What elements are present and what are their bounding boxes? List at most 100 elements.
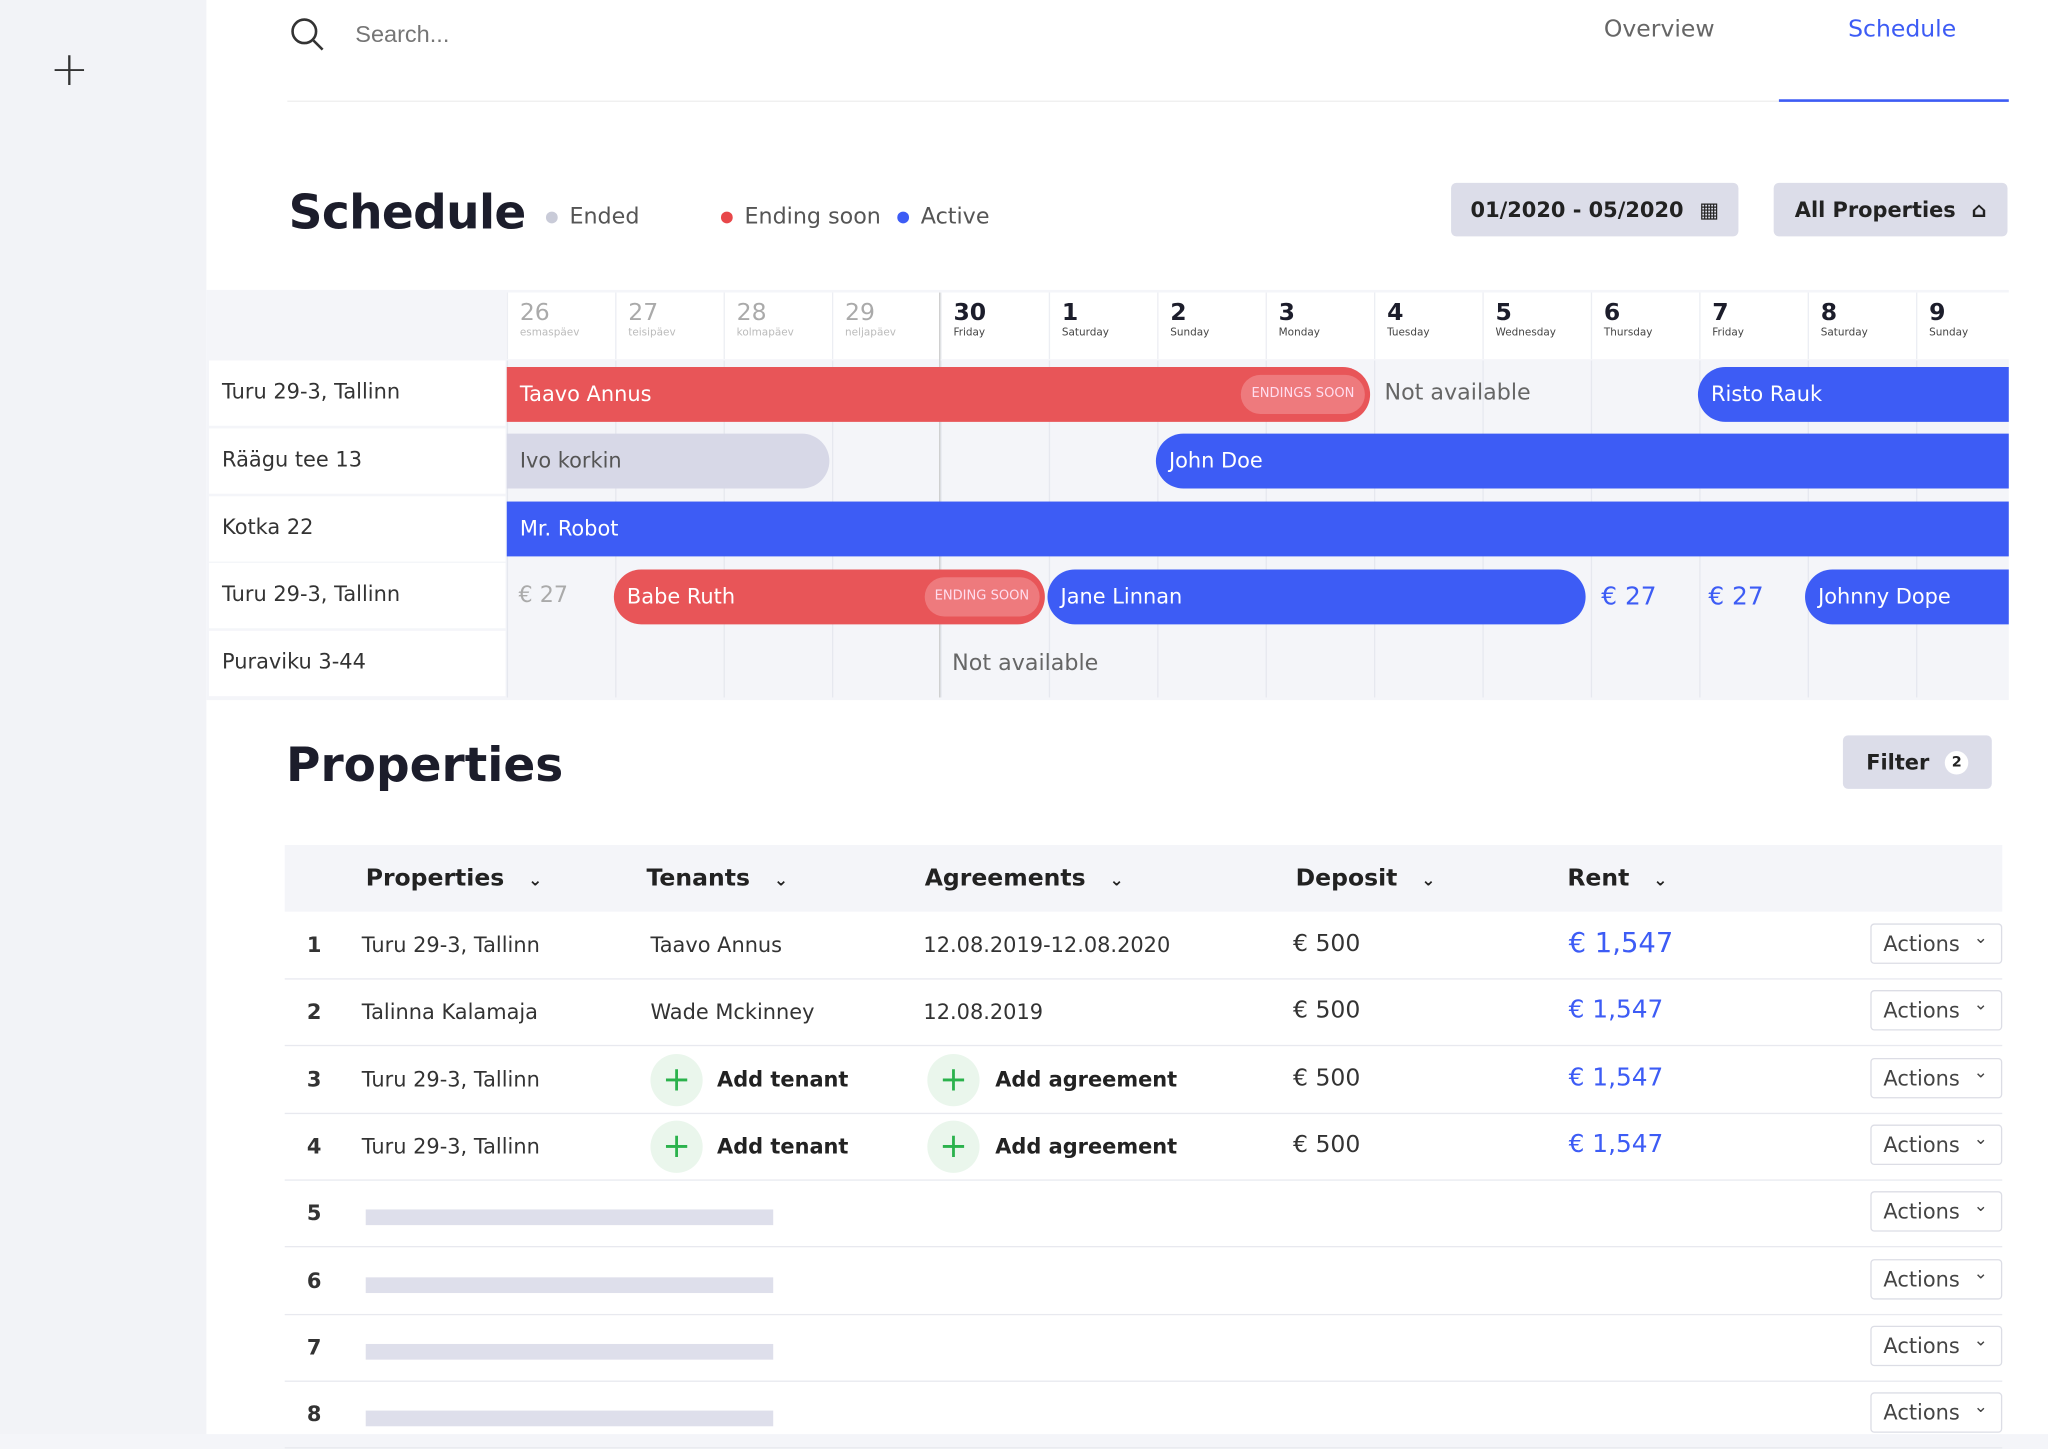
today-line [939, 292, 941, 698]
filter-button[interactable]: Filter 2 [1842, 735, 1992, 789]
booking-bar[interactable]: Ivo korkin [506, 433, 830, 489]
table-row: 8 Actions ⌄ [284, 1382, 2003, 1449]
booking-bar[interactable]: Jane Linnan [1047, 569, 1586, 625]
add-agreement-icon[interactable]: + [927, 1053, 980, 1106]
actions-dropdown[interactable]: Actions ⌄ [1870, 1191, 2003, 1232]
property-cell[interactable]: Turu 29-3, Tallinn [361, 1133, 540, 1159]
add-agreement-button[interactable]: Add agreement [995, 1066, 1178, 1092]
property-cell[interactable]: Talinna Kalamaja [361, 999, 538, 1025]
day-number: 3 [1278, 299, 1296, 327]
actions-dropdown[interactable]: Actions ⌄ [1870, 1124, 2003, 1165]
day-number: 27 [628, 299, 659, 327]
property-cell[interactable]: Turu 29-3, Tallinn [361, 1066, 540, 1092]
weekday: Sunday [1170, 326, 1210, 339]
row-label: Räägu tee 13 [208, 428, 506, 494]
weekday: Monday [1278, 326, 1320, 339]
page-title: Schedule [288, 186, 527, 241]
rent-cell[interactable]: € 1,547 [1568, 1062, 1664, 1092]
sidebar [0, 0, 207, 1435]
day-header: 9 Sunday [1916, 292, 2025, 360]
row-number: 7 [306, 1334, 322, 1360]
column-header[interactable]: Properties ⌄ [365, 864, 543, 893]
not-available-text: Not available [952, 650, 1099, 677]
add-agreement-button[interactable]: Add agreement [995, 1133, 1178, 1159]
chevron-down-icon: ⌄ [1973, 1196, 1988, 1217]
row-label: Kotka 22 [208, 496, 506, 562]
price-text[interactable]: € 27 [1601, 582, 1657, 612]
booking-bar[interactable]: Taavo Annus ENDINGS SOON [506, 367, 1371, 422]
rent-cell[interactable]: € 1,547 [1568, 927, 1674, 959]
chevron-down-icon: ⌄ [1421, 871, 1436, 891]
day-number: 7 [1712, 299, 1729, 327]
day-number: 8 [1820, 299, 1838, 327]
booking-bar[interactable]: Babe Ruth ENDING SOON [613, 569, 1045, 625]
day-header: 5 Wednesday [1482, 292, 1591, 360]
search-input[interactable] [355, 20, 748, 49]
row-number: 3 [306, 1066, 322, 1092]
loading-placeholder [365, 1343, 774, 1360]
deposit-cell: € 500 [1293, 1130, 1361, 1159]
actions-dropdown[interactable]: Actions ⌄ [1870, 1258, 2003, 1299]
main-panel [206, 0, 2048, 1435]
chevron-down-icon: ⌄ [1109, 871, 1124, 891]
ending-soon-badge: ENDING SOON [924, 577, 1040, 617]
legend-active: Active [897, 204, 989, 230]
weekday: Friday [1712, 326, 1744, 339]
booking-bar[interactable]: Risto Rauk [1697, 367, 2009, 422]
tab-overview[interactable]: Overview [1603, 15, 1715, 44]
search-icon[interactable] [290, 17, 324, 51]
loading-placeholder [365, 1209, 774, 1226]
actions-dropdown[interactable]: Actions ⌄ [1870, 1325, 2003, 1366]
property-cell[interactable]: Turu 29-3, Tallinn [361, 932, 540, 958]
table-header [284, 845, 2003, 912]
row-label: Turu 29-3, Tallinn [208, 562, 506, 629]
add-tenant-icon[interactable]: + [650, 1120, 703, 1173]
day-header: 8 Saturday [1807, 292, 1917, 360]
rent-cell[interactable]: € 1,547 [1568, 1129, 1664, 1159]
column-header[interactable]: Deposit ⌄ [1295, 864, 1436, 893]
legend-ended: Ended [545, 204, 639, 230]
all-properties-button[interactable]: All Properties ⌂ [1773, 182, 2008, 237]
actions-dropdown[interactable]: Actions ⌄ [1870, 1392, 2003, 1433]
column-header[interactable]: Tenants ⌄ [646, 864, 789, 893]
day-header: 3 Monday [1265, 292, 1375, 360]
loading-placeholder [365, 1276, 774, 1293]
tab-schedule[interactable]: Schedule [1848, 15, 1957, 44]
price-text[interactable]: € 27 [1708, 582, 1764, 612]
actions-dropdown[interactable]: Actions ⌄ [1870, 990, 2003, 1031]
booking-bar[interactable]: John Doe [1155, 433, 2009, 489]
table-row: 2 Talinna Kalamaja Wade Mckinney 12.08.2019… [284, 980, 2003, 1047]
rent-cell[interactable]: € 1,547 [1568, 995, 1664, 1025]
weekday: Sunday [1929, 326, 1969, 339]
active-tab-indicator [1778, 99, 2009, 102]
add-tenant-button[interactable]: Add tenant [717, 1066, 849, 1092]
properties-title: Properties [286, 739, 564, 793]
chevron-down-icon: ⌄ [1973, 995, 1988, 1016]
add-tenant-button[interactable]: Add tenant [717, 1133, 849, 1159]
booking-bar[interactable]: Johnny Dope [1805, 569, 2009, 625]
table-row: 3 Turu 29-3, Tallinn + Add tenant + Add agree… [284, 1047, 2003, 1114]
chevron-down-icon: ⌄ [773, 871, 789, 891]
weekday: Thursday [1603, 326, 1653, 339]
agreement-cell: 12.08.2019-12.08.2020 [923, 932, 1171, 958]
weekday: Tuesday [1387, 326, 1430, 339]
booking-bar[interactable]: Mr. Robot [506, 501, 2009, 557]
price-text: € 27 [518, 582, 568, 609]
add-agreement-icon[interactable]: + [927, 1120, 980, 1173]
actions-dropdown[interactable]: Actions ⌄ [1870, 1057, 2003, 1098]
weekday: Friday [953, 326, 986, 339]
add-tenant-icon[interactable]: + [650, 1053, 703, 1106]
table-row: 6 Actions ⌄ [284, 1248, 2003, 1315]
column-header[interactable]: Agreements ⌄ [924, 864, 1124, 893]
add-icon[interactable]: + [49, 43, 90, 97]
actions-dropdown[interactable]: Actions ⌄ [1870, 923, 2003, 964]
divider [287, 100, 2009, 102]
date-range-button[interactable]: 01/2020 - 05/2020 ▦ [1451, 182, 1739, 237]
row-number: 4 [306, 1133, 322, 1159]
column-header[interactable]: Rent ⌄ [1567, 864, 1668, 893]
calendar-icon: ▦ [1699, 197, 1719, 223]
table-row: 7 Actions ⌄ [284, 1315, 2003, 1382]
day-header: 26 esmaspäev [506, 292, 616, 360]
weekday: neljapäev [845, 326, 896, 339]
day-number: 2 [1170, 299, 1187, 327]
